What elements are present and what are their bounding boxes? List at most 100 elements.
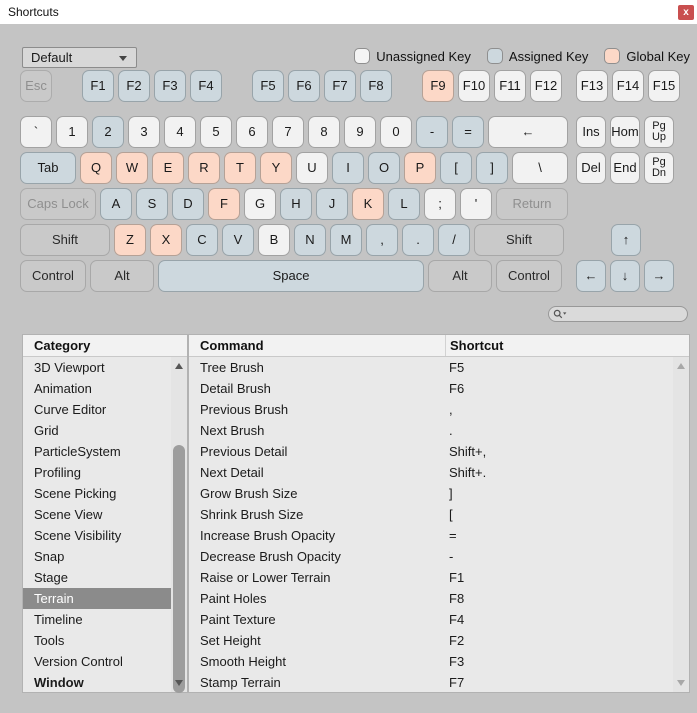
key-z[interactable]: Z xyxy=(114,224,146,256)
scroll-up-icon[interactable] xyxy=(171,359,187,373)
category-item-animation[interactable]: Animation xyxy=(34,381,92,396)
key-f2[interactable]: F2 xyxy=(118,70,150,102)
command-row[interactable]: Previous Brush, xyxy=(189,399,673,420)
key-page-down[interactable]: Pg Dn xyxy=(644,152,674,184)
category-item-scene-view[interactable]: Scene View xyxy=(34,507,103,522)
key-f13[interactable]: F13 xyxy=(576,70,608,102)
key-4[interactable]: 4 xyxy=(164,116,196,148)
category-scrollbar[interactable] xyxy=(171,357,187,693)
key-a[interactable]: A xyxy=(100,188,132,220)
search-input[interactable] xyxy=(567,308,683,320)
key-1[interactable]: 1 xyxy=(56,116,88,148)
key-0[interactable]: 0 xyxy=(380,116,412,148)
category-item-curve-editor[interactable]: Curve Editor xyxy=(34,402,107,417)
key-i[interactable]: I xyxy=(332,152,364,184)
key-comma[interactable]: , xyxy=(366,224,398,256)
category-item-terrain[interactable]: Terrain xyxy=(23,588,171,609)
key-del[interactable]: Del xyxy=(576,152,606,184)
category-item-snap[interactable]: Snap xyxy=(34,549,65,564)
key-period[interactable]: . xyxy=(402,224,434,256)
key-arrow-down[interactable]: ↓ xyxy=(610,260,640,292)
category-item-particlesystem[interactable]: ParticleSystem xyxy=(34,444,121,459)
key-f15[interactable]: F15 xyxy=(648,70,680,102)
command-row[interactable]: Previous Detail Shift+, xyxy=(189,441,673,462)
key-2[interactable]: 2 xyxy=(92,116,124,148)
key-7[interactable]: 7 xyxy=(272,116,304,148)
key-f10[interactable]: F10 xyxy=(458,70,490,102)
command-row[interactable]: Decrease Brush Opacity - xyxy=(189,546,673,567)
key-shift-left[interactable]: Shift xyxy=(20,224,110,256)
key-o[interactable]: O xyxy=(368,152,400,184)
category-item-3d-viewport[interactable]: 3D Viewport xyxy=(34,360,105,375)
key-backtick[interactable]: ` xyxy=(20,116,52,148)
key-control-left[interactable]: Control xyxy=(20,260,86,292)
key-6[interactable]: 6 xyxy=(236,116,268,148)
key-f12[interactable]: F12 xyxy=(530,70,562,102)
command-row[interactable]: Grow Brush Size] xyxy=(189,483,673,504)
key-3[interactable]: 3 xyxy=(128,116,160,148)
command-scrollbar[interactable] xyxy=(673,357,689,692)
key-s[interactable]: S xyxy=(136,188,168,220)
scroll-down-icon[interactable] xyxy=(673,676,689,690)
key-p[interactable]: P xyxy=(404,152,436,184)
key-f4[interactable]: F4 xyxy=(190,70,222,102)
key-semicolon[interactable]: ; xyxy=(424,188,456,220)
key-b[interactable]: B xyxy=(258,224,290,256)
key-alt-right[interactable]: Alt xyxy=(428,260,492,292)
key-minus[interactable]: - xyxy=(416,116,448,148)
key-8[interactable]: 8 xyxy=(308,116,340,148)
key-v[interactable]: V xyxy=(222,224,254,256)
key-ins[interactable]: Ins xyxy=(576,116,606,148)
key-h[interactable]: H xyxy=(280,188,312,220)
command-row[interactable]: Stamp Terrain F7 xyxy=(189,672,673,692)
key-f8[interactable]: F8 xyxy=(360,70,392,102)
command-row[interactable]: Smooth Height F3 xyxy=(189,651,673,672)
command-row[interactable]: Raise or Lower Terrain F1 xyxy=(189,567,673,588)
key-9[interactable]: 9 xyxy=(344,116,376,148)
key-return[interactable]: Return xyxy=(496,188,568,220)
key-slash[interactable]: / xyxy=(438,224,470,256)
key-control-right[interactable]: Control xyxy=(496,260,562,292)
key-w[interactable]: W xyxy=(116,152,148,184)
close-button[interactable]: x xyxy=(678,5,694,20)
key-backslash[interactable]: \ xyxy=(512,152,568,184)
key-alt-left[interactable]: Alt xyxy=(90,260,154,292)
key-end[interactable]: End xyxy=(610,152,640,184)
key-m[interactable]: M xyxy=(330,224,362,256)
key-n[interactable]: N xyxy=(294,224,326,256)
key-f14[interactable]: F14 xyxy=(612,70,644,102)
key-r[interactable]: R xyxy=(188,152,220,184)
key-page-up[interactable]: Pg Up xyxy=(644,116,674,148)
category-item-scene-visibility[interactable]: Scene Visibility xyxy=(34,528,122,543)
category-item-stage[interactable]: Stage xyxy=(34,570,68,585)
key-f5[interactable]: F5 xyxy=(252,70,284,102)
command-row[interactable]: Tree Brush F5 xyxy=(189,357,673,378)
key-q[interactable]: Q xyxy=(80,152,112,184)
category-item-timeline[interactable]: Timeline xyxy=(34,612,83,627)
category-item-grid[interactable]: Grid xyxy=(34,423,59,438)
key-f[interactable]: F xyxy=(208,188,240,220)
key-f9[interactable]: F9 xyxy=(422,70,454,102)
key-f3[interactable]: F3 xyxy=(154,70,186,102)
key-f6[interactable]: F6 xyxy=(288,70,320,102)
category-item-window[interactable]: Window xyxy=(34,675,84,690)
key-equals[interactable]: = xyxy=(452,116,484,148)
command-row[interactable]: Next Detail Shift+. xyxy=(189,462,673,483)
key-quote[interactable]: ' xyxy=(460,188,492,220)
key-esc[interactable]: Esc xyxy=(20,70,52,102)
command-row[interactable]: Set Height F2 xyxy=(189,630,673,651)
key-f7[interactable]: F7 xyxy=(324,70,356,102)
key-f11[interactable]: F11 xyxy=(494,70,526,102)
key-k[interactable]: K xyxy=(352,188,384,220)
key-x[interactable]: X xyxy=(150,224,182,256)
key-5[interactable]: 5 xyxy=(200,116,232,148)
command-row[interactable]: Detail Brush F6 xyxy=(189,378,673,399)
key-space[interactable]: Space xyxy=(158,260,424,292)
category-item-scene-picking[interactable]: Scene Picking xyxy=(34,486,117,501)
key-t[interactable]: T xyxy=(224,152,256,184)
category-item-version-control[interactable]: Version Control xyxy=(34,654,123,669)
key-hom[interactable]: Hom xyxy=(610,116,640,148)
key-arrow-right[interactable]: → xyxy=(644,260,674,292)
key-caps-lock[interactable]: Caps Lock xyxy=(20,188,96,220)
command-row[interactable]: Next Brush. xyxy=(189,420,673,441)
